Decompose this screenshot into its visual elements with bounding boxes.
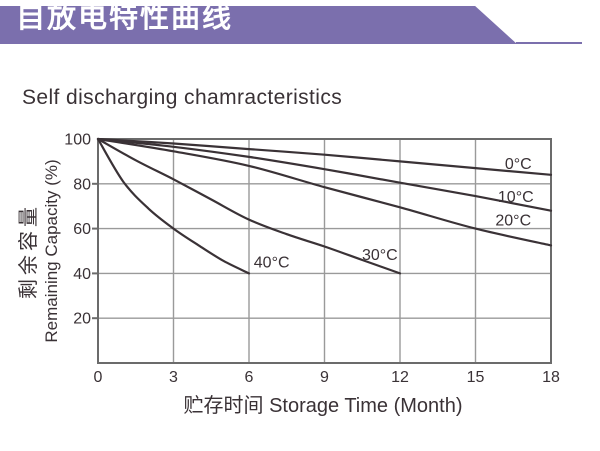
x-tick-label-3: 3: [169, 369, 178, 386]
section-banner: [0, 6, 517, 44]
x-tick-label-15: 15: [467, 369, 485, 386]
y-tick-label-100: 100: [64, 132, 91, 149]
curve-0c: [96, 137, 553, 176]
curve-20c: [96, 137, 553, 247]
plot-border: [97, 138, 552, 364]
series-label-20c: 20°C: [495, 213, 531, 230]
x-tick-label-9: 9: [320, 369, 329, 386]
x-tick-label-6: 6: [245, 369, 254, 386]
curve-40c: [96, 137, 251, 275]
y-tick-label-20: 20: [73, 311, 91, 328]
series-label-0c: 0°C: [505, 156, 532, 173]
section-banner-title: 自放电特性曲线: [16, 2, 234, 34]
x-axis-title: 贮存时间 Storage Time (Month): [184, 394, 463, 417]
chart-title: Self discharging chamracteristics: [22, 86, 343, 109]
series-label-30c: 30°C: [362, 247, 398, 264]
series-label-40c: 40°C: [254, 255, 290, 272]
x-tick-label-18: 18: [542, 369, 560, 386]
y-axis-title-en: Remaining Capacity (%): [42, 159, 61, 342]
x-tick-label-0: 0: [94, 369, 103, 386]
y-tick-label-40: 40: [73, 266, 91, 283]
y-tick-label-80: 80: [73, 176, 91, 193]
curve-30c: [96, 137, 402, 275]
curve-10c: [96, 137, 553, 212]
x-tick-label-12: 12: [391, 369, 409, 386]
y-tick-label-60: 60: [73, 221, 91, 238]
banner-tail-line: [516, 42, 582, 44]
series-label-10c: 10°C: [498, 189, 534, 206]
y-axis-title-cn: 剩余容量: [17, 203, 40, 299]
